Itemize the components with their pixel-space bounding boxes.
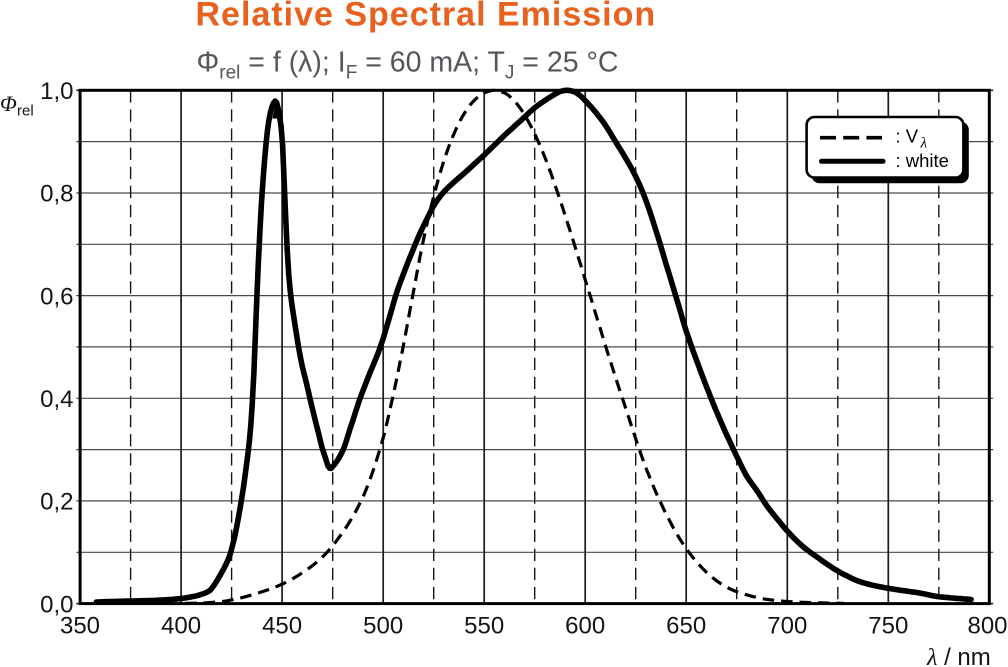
- svg-text:750: 750: [868, 613, 908, 640]
- svg-text:λ: λ: [920, 135, 928, 151]
- svg-text:450: 450: [262, 613, 302, 640]
- svg-text:Φ: Φ: [0, 91, 17, 116]
- svg-text:1,0: 1,0: [40, 78, 73, 105]
- svg-text:0,2: 0,2: [40, 489, 73, 516]
- svg-text:λ / nm: λ / nm: [926, 644, 991, 667]
- svg-text:550: 550: [464, 613, 504, 640]
- svg-text:500: 500: [363, 613, 403, 640]
- svg-text:650: 650: [666, 613, 706, 640]
- svg-text:Φrel = f (λ); IF = 60 mA; TJ =: Φrel = f (λ); IF = 60 mA; TJ = 25 °C: [197, 46, 619, 83]
- svg-text:: V: : V: [896, 126, 919, 147]
- svg-text:: white: : white: [896, 150, 949, 171]
- svg-text:0,0: 0,0: [40, 591, 73, 618]
- svg-text:800: 800: [967, 613, 1007, 640]
- svg-text:Relative Spectral Emission: Relative Spectral Emission: [196, 0, 657, 34]
- svg-text:0,8: 0,8: [40, 181, 73, 208]
- svg-text:0,4: 0,4: [40, 386, 73, 413]
- svg-text:400: 400: [161, 613, 201, 640]
- svg-text:0,6: 0,6: [40, 283, 73, 310]
- svg-text:rel: rel: [17, 103, 34, 120]
- svg-text:350: 350: [60, 613, 100, 640]
- svg-text:700: 700: [767, 613, 807, 640]
- svg-text:600: 600: [565, 613, 605, 640]
